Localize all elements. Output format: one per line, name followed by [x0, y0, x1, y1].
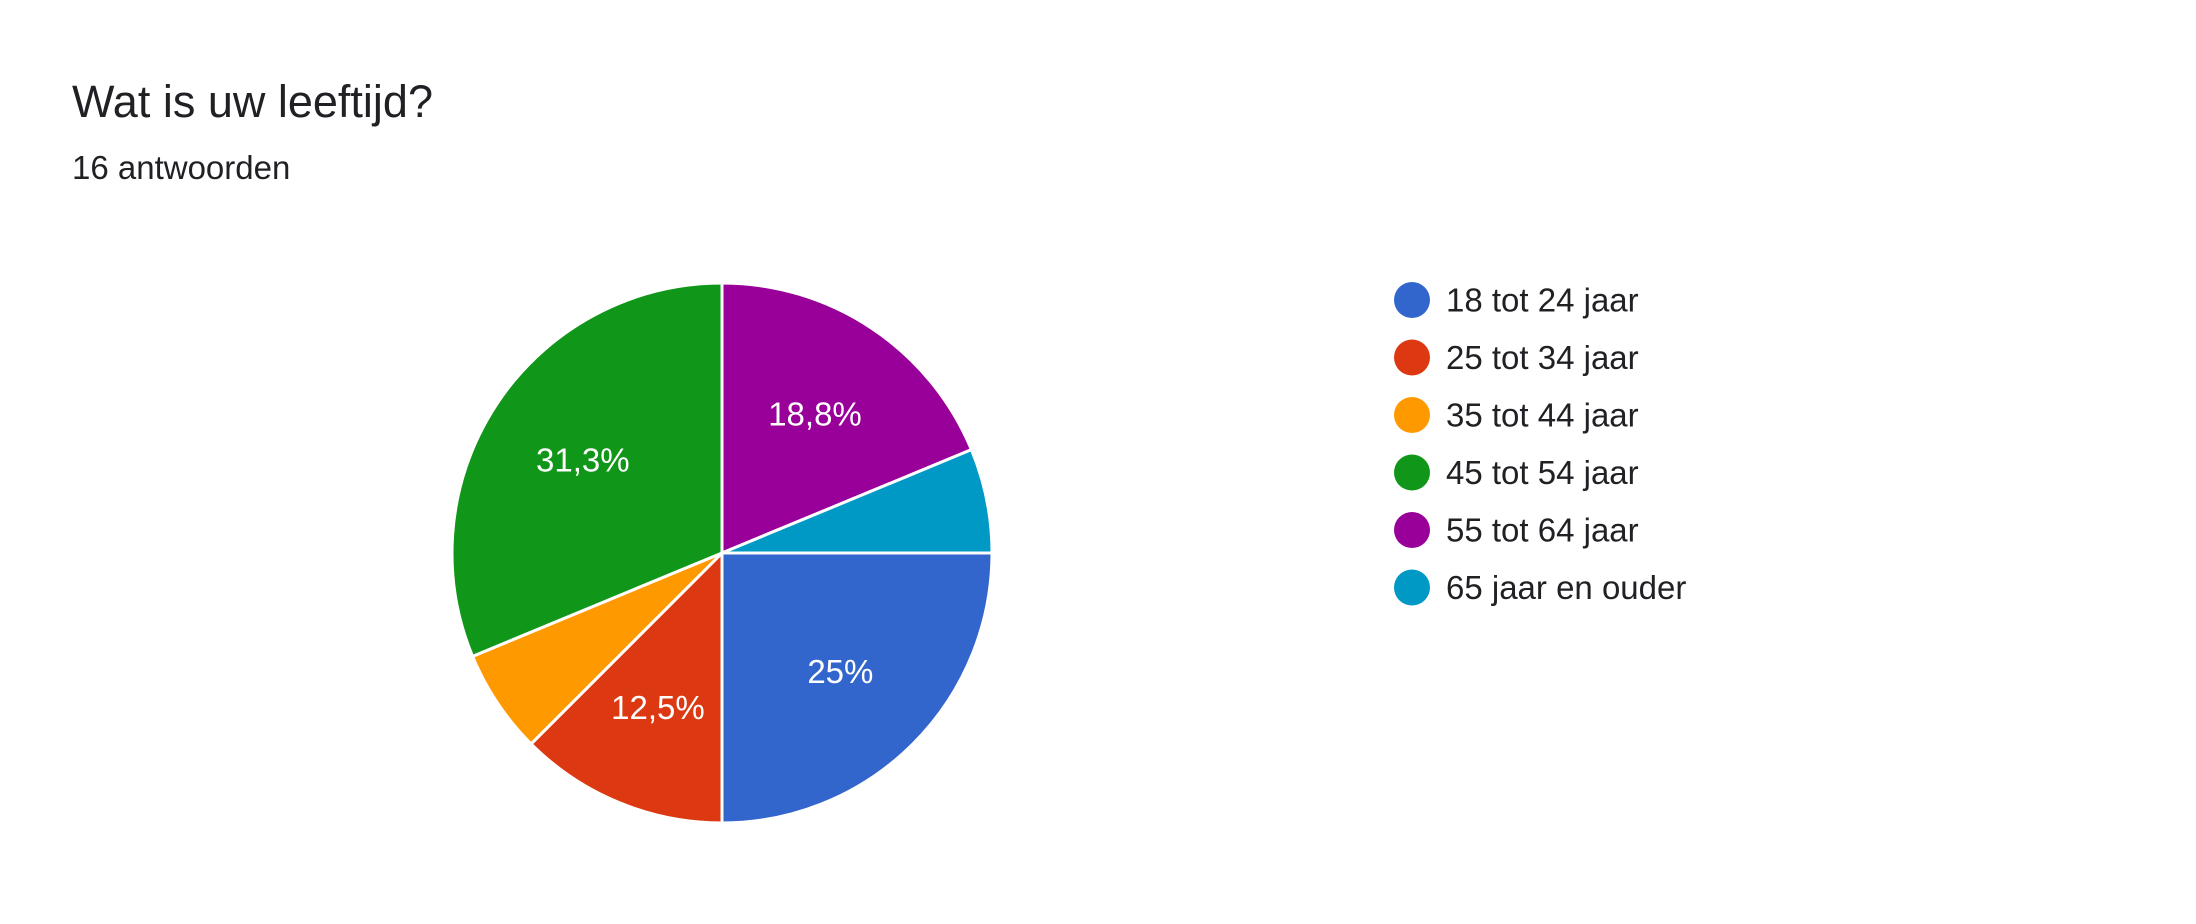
legend-swatch [1394, 282, 1430, 318]
legend-item-65-jaar-en-ouder[interactable]: 65 jaar en ouder [1394, 569, 1686, 606]
legend-swatch [1394, 339, 1430, 376]
legend-item-55-tot-64-jaar[interactable]: 55 tot 64 jaar [1394, 512, 1639, 549]
chart-title: Wat is uw leeftijd? [72, 76, 433, 127]
legend-swatch [1394, 512, 1430, 548]
response-count: 16 antwoorden [72, 149, 291, 186]
pie-slice-18-tot-24-jaar[interactable] [720, 551, 994, 825]
pie-slice-25-tot-34-jaar[interactable] [529, 551, 724, 825]
pie-slice-labels: 25% 12,5% 31,3% 18,8% [536, 395, 873, 726]
legend-item-25-tot-34-jaar[interactable]: 25 tot 34 jaar [1394, 339, 1639, 376]
pie-slice-45-tot-54-jaar[interactable] [450, 281, 724, 658]
pie-slice-55-tot-64-jaar[interactable] [720, 281, 973, 555]
pie-slice-65-jaar-en-ouder[interactable] [720, 448, 994, 555]
legend-label: 65 jaar en ouder [1446, 569, 1686, 606]
legend-label: 35 tot 44 jaar [1446, 397, 1639, 434]
pie-slices [450, 281, 994, 825]
legend-label: 18 tot 24 jaar [1446, 282, 1639, 319]
pie-slice-label-25-tot-34-jaar: 12,5% [611, 689, 705, 726]
legend-swatch [1394, 569, 1430, 606]
legend-item-45-tot-54-jaar[interactable]: 45 tot 54 jaar [1394, 454, 1639, 491]
legend-swatch [1394, 454, 1430, 491]
legend: 18 tot 24 jaar 25 tot 34 jaar 35 tot 44 ja… [1394, 282, 1686, 606]
legend-label: 45 tot 54 jaar [1446, 454, 1639, 491]
legend-label: 25 tot 34 jaar [1446, 339, 1639, 376]
legend-item-35-tot-44-jaar[interactable]: 35 tot 44 jaar [1394, 397, 1639, 434]
pie-slice-label-55-tot-64-jaar: 18,8% [768, 395, 862, 432]
pie-slice-label-18-tot-24-jaar: 25% [807, 653, 873, 690]
pie-slice-label-45-tot-54-jaar: 31,3% [536, 441, 630, 478]
legend-label: 55 tot 64 jaar [1446, 512, 1639, 549]
legend-swatch [1394, 397, 1430, 433]
legend-item-18-tot-24-jaar[interactable]: 18 tot 24 jaar [1394, 282, 1639, 319]
